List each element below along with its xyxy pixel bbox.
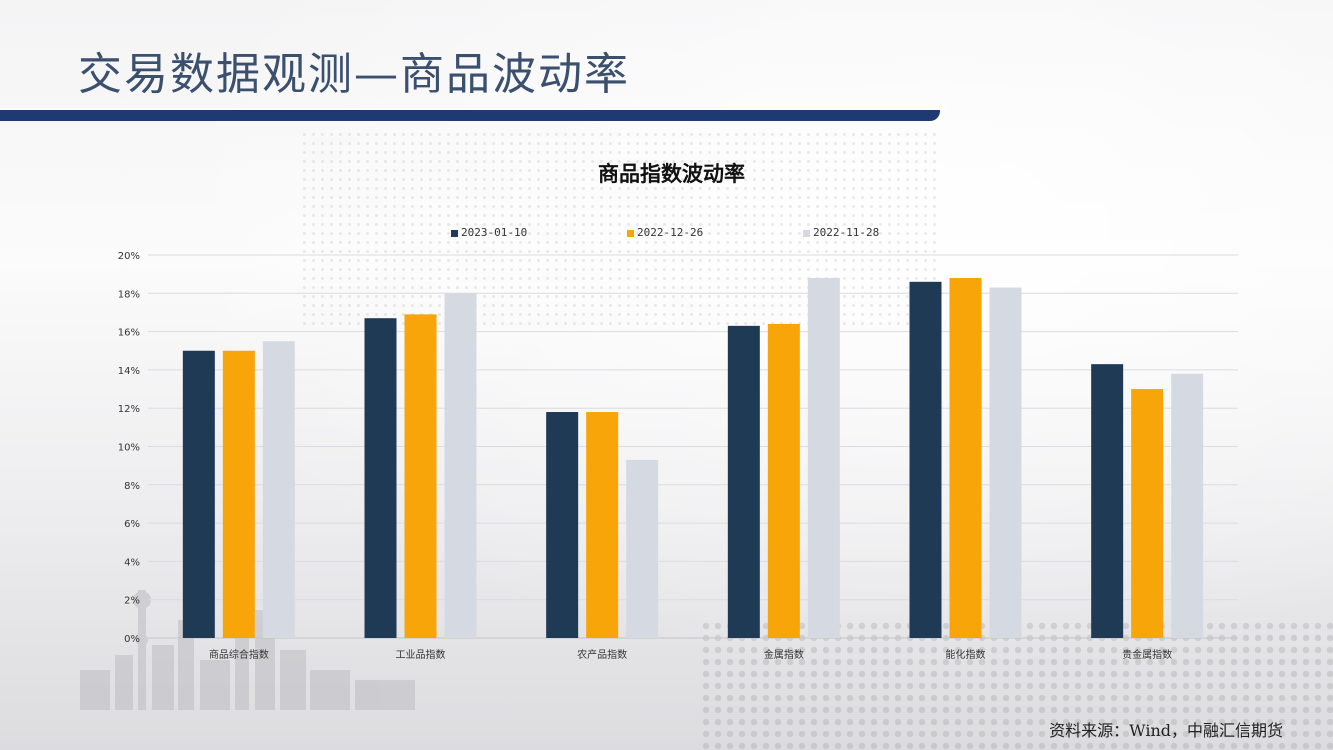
chart-title: 商品指数波动率: [598, 162, 745, 186]
dot-pattern-decoration: [700, 620, 1333, 750]
bar: [222, 350, 255, 638]
y-tick-label: 14%: [118, 366, 140, 377]
bar: [626, 459, 659, 638]
bar: [546, 412, 579, 638]
bar: [1091, 364, 1124, 638]
bar: [1171, 373, 1204, 638]
y-tick-label: 4%: [124, 557, 140, 568]
title-underline-bar: [0, 110, 940, 121]
legend-label-series-1: 2023-01-10: [461, 226, 528, 239]
bar: [909, 281, 942, 638]
legend-item-series-2: 2022-12-26: [627, 226, 703, 239]
x-tick-label: 农产品指数: [577, 648, 627, 661]
bar: [404, 314, 437, 638]
y-tick-label: 0%: [124, 634, 140, 645]
bar: [364, 318, 397, 638]
legend-swatch-series-1: [451, 229, 458, 237]
legend-item-series-1: 2023-01-10: [451, 226, 527, 239]
x-tick-label: 能化指数: [946, 648, 986, 661]
y-tick-label: 16%: [118, 328, 140, 339]
slide-title: 交易数据观测—商品波动率: [78, 49, 630, 100]
bar: [262, 341, 295, 638]
bar: [1131, 389, 1164, 638]
legend-item-series-3: 2022-11-28: [803, 226, 879, 239]
legend-swatch-series-3: [803, 229, 810, 237]
legend-swatch-series-2: [627, 229, 634, 237]
bar: [807, 277, 840, 638]
y-tick-label: 12%: [118, 404, 140, 415]
legend-label-series-2: 2022-12-26: [637, 226, 704, 239]
x-tick-label: 金属指数: [764, 648, 804, 661]
y-tick-label: 20%: [118, 251, 140, 262]
y-tick-label: 18%: [118, 289, 140, 300]
y-tick-label: 6%: [124, 519, 140, 530]
y-tick-label: 10%: [118, 443, 140, 454]
y-tick-label: 8%: [124, 481, 140, 492]
bar: [586, 412, 619, 638]
data-source-note: 资料来源：Wind，中融汇信期货: [1049, 721, 1283, 740]
x-tick-label: 工业品指数: [396, 648, 446, 661]
bar: [767, 323, 800, 638]
x-tick-label: 贵金属指数: [1122, 648, 1172, 661]
bar: [182, 350, 215, 638]
bar: [444, 293, 477, 638]
legend-label-series-3: 2022-11-28: [813, 226, 880, 239]
x-tick-label: 商品综合指数: [209, 648, 269, 661]
bar: [727, 325, 760, 638]
bar: [949, 277, 982, 638]
bar: [989, 287, 1022, 638]
title-bar-highlight: [0, 108, 946, 110]
chart-legend: 2023-01-10 2022-12-26 2022-11-28: [0, 226, 1333, 244]
y-tick-label: 2%: [124, 596, 140, 607]
